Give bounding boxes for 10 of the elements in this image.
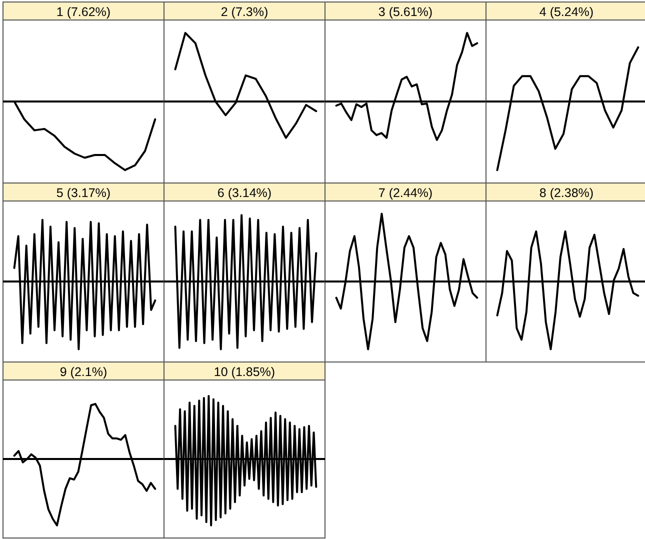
chart-title: 9 (2.1%) <box>60 365 108 379</box>
chart-title: 6 (3.14%) <box>217 186 272 200</box>
chart-title: 7 (2.44%) <box>378 186 433 200</box>
chart-title: 8 (2.38%) <box>539 186 594 200</box>
chart-title: 5 (3.17%) <box>56 186 111 200</box>
chart-title: 2 (7.3%) <box>220 5 268 19</box>
chart-title: 3 (5.61%) <box>378 5 433 19</box>
chart-title: 1 (7.62%) <box>56 5 111 19</box>
chart-title: 4 (5.24%) <box>539 5 594 19</box>
chart-title: 10 (1.85%) <box>214 365 276 379</box>
